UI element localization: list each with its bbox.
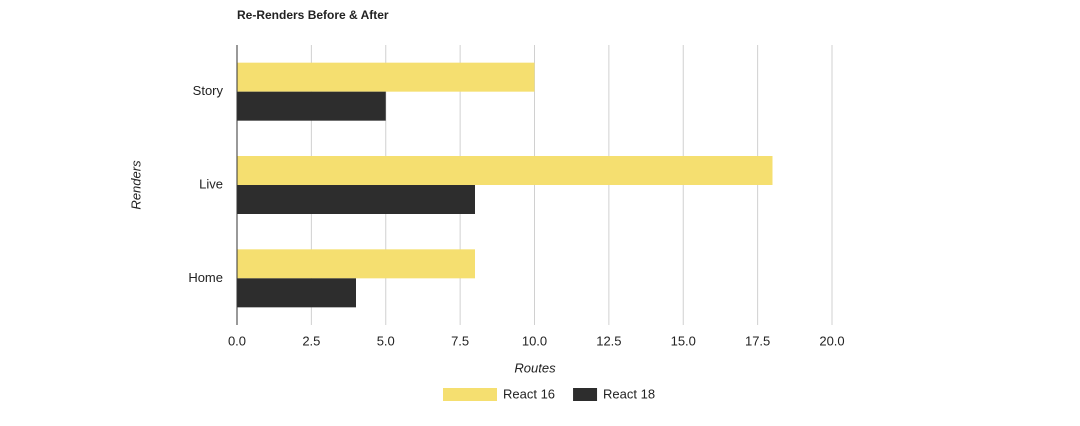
x-tick-label: 20.0	[819, 333, 844, 348]
bar	[237, 62, 535, 92]
x-tick-label: 0.0	[228, 333, 246, 348]
bar	[237, 91, 386, 121]
x-tick-label: 17.5	[745, 333, 770, 348]
bar	[237, 156, 773, 185]
legend-label: React 18	[603, 386, 655, 401]
bar	[237, 249, 475, 279]
x-tick-label: 7.5	[451, 333, 469, 348]
x-tick-label: 15.0	[671, 333, 696, 348]
x-tick-label: 5.0	[377, 333, 395, 348]
bar	[237, 278, 356, 308]
y-axis-title: Renders	[128, 160, 143, 210]
legend-swatch	[573, 388, 598, 401]
y-tick-label: Home	[188, 270, 223, 285]
bar	[237, 185, 475, 214]
x-tick-label: 2.5	[302, 333, 320, 348]
legend-label: React 16	[503, 386, 555, 401]
x-tick-label: 12.5	[596, 333, 621, 348]
x-tick-label: 10.0	[522, 333, 547, 348]
chart-title: Re-Renders Before & After	[237, 8, 389, 22]
y-tick-label: Story	[193, 83, 224, 98]
y-tick-label: Live	[199, 176, 223, 191]
legend-swatch	[443, 388, 497, 401]
x-axis-title: Routes	[514, 360, 556, 375]
